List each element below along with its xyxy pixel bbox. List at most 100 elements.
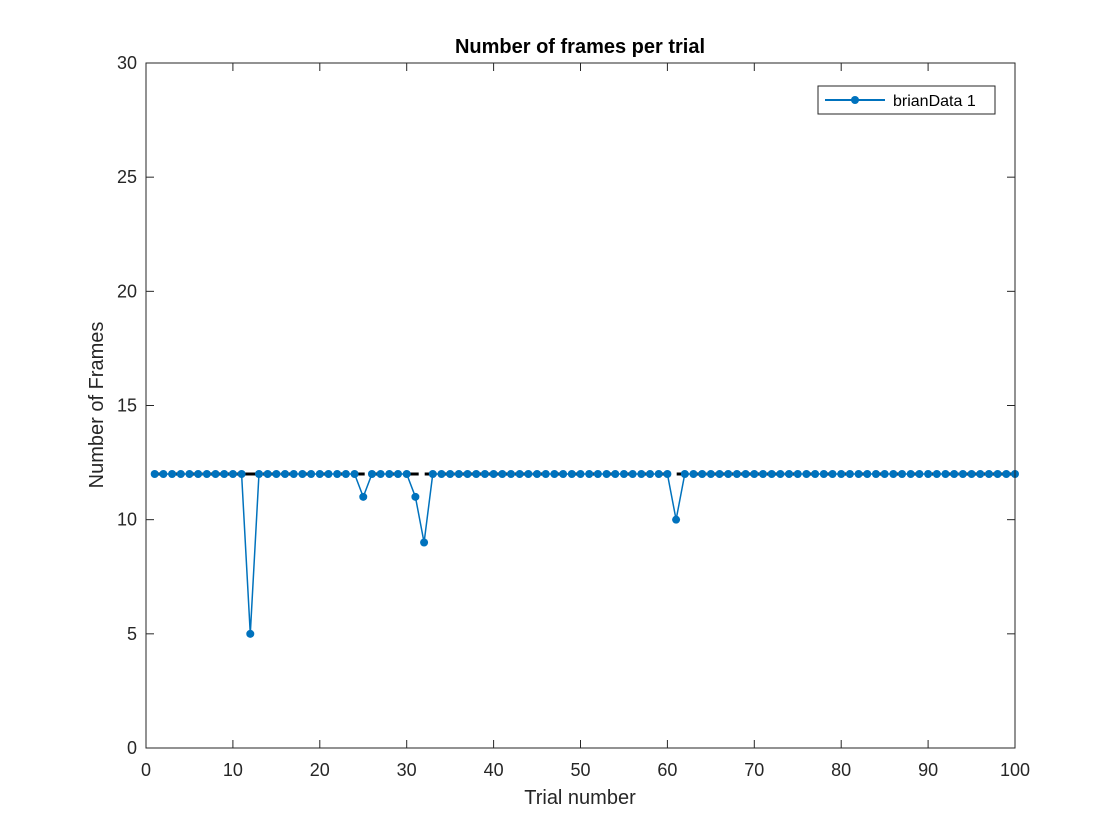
data-point xyxy=(689,470,698,478)
data-point xyxy=(498,470,507,478)
x-tick-label: 70 xyxy=(744,760,764,780)
data-point xyxy=(654,470,663,478)
data-point xyxy=(698,470,707,478)
data-point xyxy=(611,470,620,478)
data-point xyxy=(741,470,750,478)
x-tick-label: 100 xyxy=(1000,760,1030,780)
y-tick-label: 30 xyxy=(117,53,137,73)
data-point xyxy=(550,470,559,478)
data-point xyxy=(585,470,594,478)
data-point xyxy=(289,470,298,478)
data-point xyxy=(446,470,455,478)
data-point xyxy=(663,470,672,478)
data-point xyxy=(315,470,324,478)
data-point xyxy=(958,470,967,478)
data-point xyxy=(341,470,350,478)
data-point xyxy=(324,470,333,478)
data-point xyxy=(176,470,185,478)
data-point xyxy=(194,470,203,478)
data-point xyxy=(541,470,550,478)
data-point xyxy=(559,470,568,478)
data-point xyxy=(437,470,446,478)
data-point xyxy=(932,470,941,478)
x-tick-label: 90 xyxy=(918,760,938,780)
data-point xyxy=(845,470,854,478)
data-point xyxy=(646,470,655,478)
data-point xyxy=(220,470,229,478)
data-point xyxy=(811,470,820,478)
data-point xyxy=(402,470,411,478)
x-tick-label: 60 xyxy=(657,760,677,780)
y-tick-label: 10 xyxy=(117,510,137,530)
data-point xyxy=(976,470,985,478)
data-point xyxy=(385,470,394,478)
legend: brianData 1 xyxy=(817,85,996,115)
data-point xyxy=(394,470,403,478)
data-point xyxy=(272,470,281,478)
data-point xyxy=(228,470,237,478)
data-point xyxy=(915,470,924,478)
data-point xyxy=(758,470,767,478)
data-point xyxy=(898,470,907,478)
x-tick-label: 20 xyxy=(310,760,330,780)
data-point xyxy=(524,470,533,478)
data-point xyxy=(307,470,316,478)
data-point xyxy=(984,470,993,478)
axis-ticks: 0 10 20 30 40 50 60 70 80 90 100 0 5 10 15 20 25 30 xyxy=(117,53,1030,780)
legend-entry-label: brianData 1 xyxy=(893,93,976,110)
y-axis-label: Number of Frames xyxy=(86,322,108,489)
data-point xyxy=(767,470,776,478)
data-point xyxy=(333,470,342,478)
data-point xyxy=(159,470,168,478)
data-point xyxy=(254,470,263,478)
data-point xyxy=(706,470,715,478)
data-point xyxy=(211,470,220,478)
data-point xyxy=(168,470,177,478)
data-point xyxy=(480,470,489,478)
data-point xyxy=(950,470,959,478)
data-point xyxy=(515,470,524,478)
x-tick-label: 10 xyxy=(223,760,243,780)
y-tick-label: 0 xyxy=(127,738,137,758)
data-point xyxy=(263,470,272,478)
x-tick-label: 0 xyxy=(141,760,151,780)
axes-box xyxy=(145,62,1016,749)
data-point xyxy=(819,470,828,478)
data-point xyxy=(906,470,915,478)
data-point xyxy=(281,470,290,478)
y-tick-label: 15 xyxy=(117,396,137,416)
data-point xyxy=(724,470,733,478)
data-point xyxy=(533,470,542,478)
x-tick-label: 30 xyxy=(397,760,417,780)
plot-area xyxy=(146,63,1015,748)
data-point xyxy=(637,470,646,478)
data-point xyxy=(411,492,420,501)
data-point xyxy=(993,470,1002,478)
data-point xyxy=(680,470,689,478)
data-point xyxy=(871,470,880,478)
data-point xyxy=(237,470,246,478)
data-point xyxy=(750,470,759,478)
data-point xyxy=(924,470,933,478)
data-point xyxy=(602,470,611,478)
data-point xyxy=(463,470,472,478)
data-point xyxy=(785,470,794,478)
legend-swatch-marker xyxy=(851,96,859,104)
data-point xyxy=(246,629,255,638)
data-point xyxy=(776,470,785,478)
data-point xyxy=(367,470,376,478)
data-point xyxy=(567,470,576,478)
y-tick-label: 20 xyxy=(117,281,137,301)
data-point xyxy=(889,470,898,478)
data-point xyxy=(672,515,681,524)
data-point xyxy=(941,470,950,478)
data-point xyxy=(828,470,837,478)
x-tick-label: 50 xyxy=(570,760,590,780)
x-axis-label: Trial number xyxy=(524,787,636,809)
data-point xyxy=(185,470,194,478)
data-point xyxy=(1002,470,1011,478)
y-tick-label: 5 xyxy=(127,624,137,644)
data-point xyxy=(967,470,976,478)
data-point xyxy=(863,470,872,478)
